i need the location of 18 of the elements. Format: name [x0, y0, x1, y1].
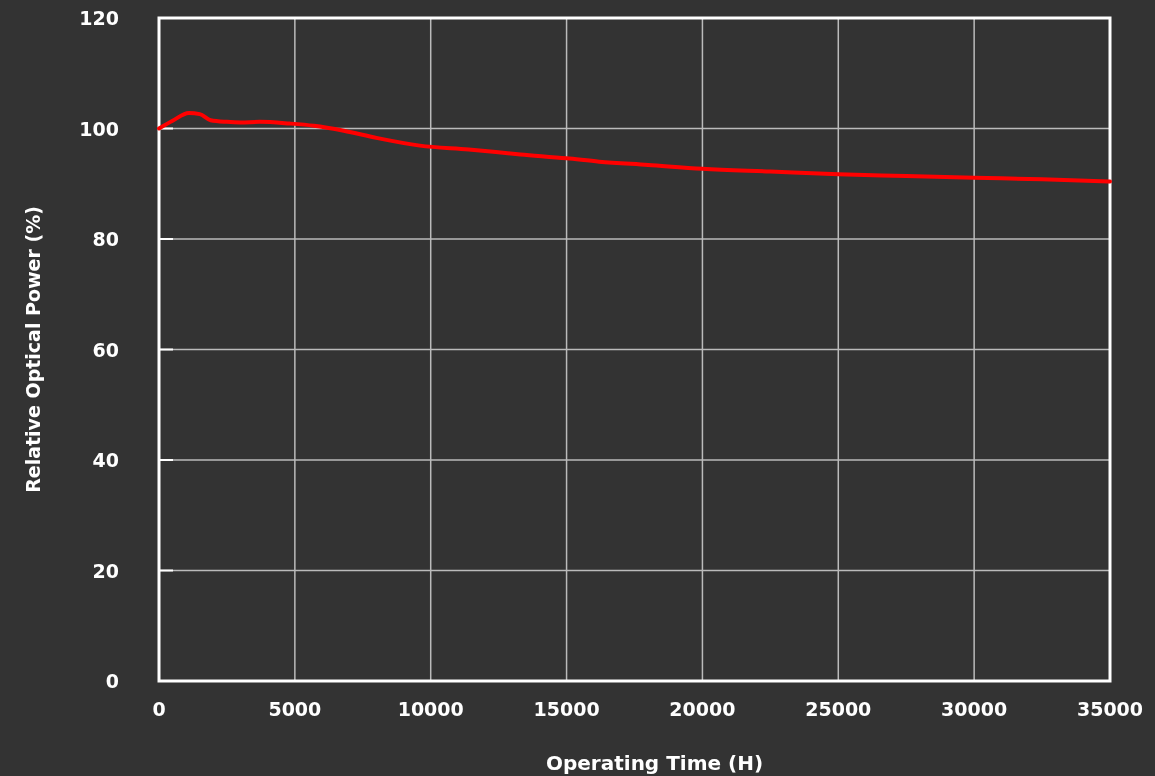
y-tick-label: 100	[79, 117, 119, 140]
y-axis-title: Relative Optical Power (%)	[22, 206, 44, 493]
x-tick-label: 25000	[805, 698, 872, 720]
y-tick-label: 80	[92, 228, 119, 250]
y-tick-label: 120	[79, 7, 119, 29]
x-tick-label: 10000	[397, 698, 464, 720]
x-tick-label: 15000	[533, 698, 600, 720]
x-tick-label: 0	[152, 698, 166, 720]
y-tick-label: 60	[92, 338, 119, 361]
y-tick-label: 20	[92, 559, 119, 582]
line-series	[157, 111, 1112, 184]
y-tick-label: 40	[92, 449, 119, 471]
x-axis-title: Operating Time (H)	[545, 751, 764, 775]
y-tick-label: 0	[105, 670, 119, 692]
x-tick-label: 35000	[1076, 698, 1144, 720]
x-tick-label: 5000	[268, 698, 322, 720]
x-tick-label: 20000	[669, 698, 736, 720]
x-tick-label: 30000	[941, 698, 1008, 720]
